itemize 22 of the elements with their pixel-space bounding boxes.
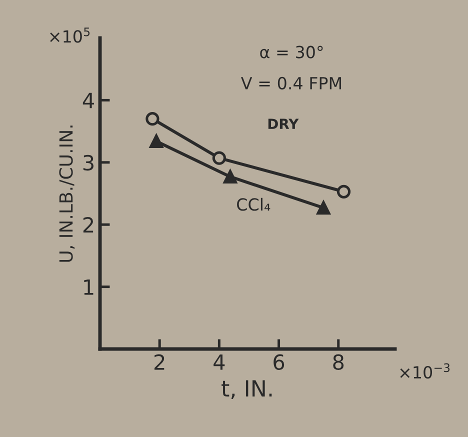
point — [336, 184, 351, 198]
series-label: CCl₄ — [237, 198, 270, 211]
text: ×10$^{−3}$ — [400, 363, 450, 379]
y-axis-title: U, IN.LB./CU.IN. — [59, 126, 75, 262]
text: DRY — [268, 118, 299, 129]
y-tick-label: 1 — [84, 280, 94, 295]
annotation: V = 0.4 FPM — [240, 76, 342, 90]
y-tick-label: 2 — [83, 217, 94, 233]
x-tick-label: 4 — [214, 354, 225, 370]
y-tick-label: 3 — [83, 154, 94, 171]
point — [212, 151, 226, 165]
x-tick-label: 8 — [333, 354, 344, 370]
x-tick-label: 6 — [274, 354, 284, 370]
point — [223, 170, 238, 184]
y-tick-label: 4 — [82, 92, 94, 108]
annotation: α = 30° — [260, 46, 323, 58]
point — [316, 201, 330, 215]
x-axis-title: t, IN. — [222, 380, 272, 400]
x-tick-label: 2 — [154, 354, 164, 370]
point — [150, 134, 164, 148]
point — [146, 112, 160, 126]
text: ×10$^{5}$ — [50, 28, 90, 43]
